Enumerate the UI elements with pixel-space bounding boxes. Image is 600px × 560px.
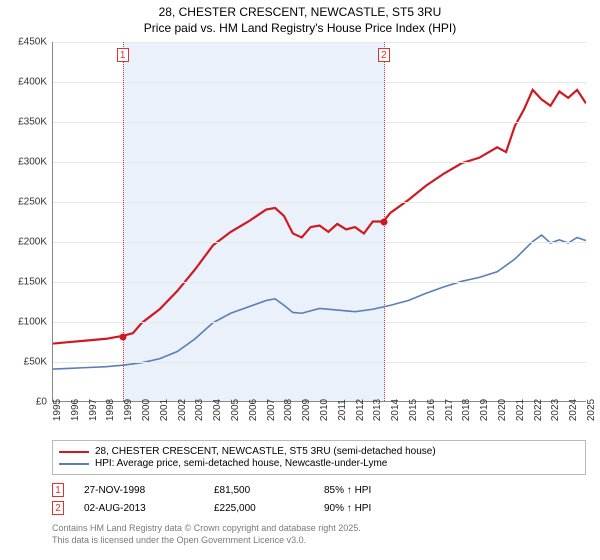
x-tick-label: 2024 <box>568 399 579 421</box>
chart: £0 £50K £100K £150K £200K £250K £300K £350K £400… <box>6 38 594 438</box>
chart-container: 28, CHESTER CRESCENT, NEWCASTLE, ST5 3RU… <box>0 0 600 560</box>
y-tick-label: £50K <box>24 357 47 368</box>
x-tick-label: 1995 <box>52 399 63 421</box>
x-tick-label: 1997 <box>88 399 99 421</box>
x-tick-label: 2021 <box>515 399 526 421</box>
event-vs-hpi: 90% ↑ HPI <box>324 503 371 514</box>
legend: 28, CHESTER CRESCENT, NEWCASTLE, ST5 3RU… <box>52 440 586 475</box>
x-tick-label: 2022 <box>533 399 544 421</box>
x-tick-label: 2012 <box>355 399 366 421</box>
x-tick-label: 2017 <box>444 399 455 421</box>
gridline <box>53 162 586 163</box>
y-tick-label: £200K <box>18 237 47 248</box>
y-tick-label: £300K <box>18 157 47 168</box>
x-tick-label: 2000 <box>141 399 152 421</box>
y-tick-label: £350K <box>18 117 47 128</box>
footer-line2: This data is licensed under the Open Gov… <box>52 535 594 546</box>
event-date: 02-AUG-2013 <box>84 503 194 514</box>
event-marker: 1 <box>117 48 129 62</box>
legend-row: 28, CHESTER CRESCENT, NEWCASTLE, ST5 3RU… <box>59 446 579 457</box>
gridline <box>53 242 586 243</box>
x-tick-label: 2014 <box>390 399 401 421</box>
event-badge: 1 <box>52 483 64 497</box>
x-tick-label: 2020 <box>497 399 508 421</box>
title-line1: 28, CHESTER CRESCENT, NEWCASTLE, ST5 3RU <box>6 4 594 20</box>
gridline <box>53 42 586 43</box>
event-dot <box>119 334 126 341</box>
event-dot <box>380 219 387 226</box>
x-tick-label: 2008 <box>283 399 294 421</box>
x-tick-label: 2001 <box>159 399 170 421</box>
event-vs-hpi: 85% ↑ HPI <box>324 485 371 496</box>
event-marker: 2 <box>378 48 390 62</box>
event-price: £81,500 <box>214 485 304 496</box>
title-line2: Price paid vs. HM Land Registry's House … <box>6 20 594 36</box>
legend-row: HPI: Average price, semi-detached house,… <box>59 458 579 469</box>
y-tick-label: £0 <box>36 397 47 408</box>
y-axis: £0£50K£100K£150K£200K£250K£300K£350K£400… <box>6 42 50 402</box>
events-table: 1 27-NOV-1998 £81,500 85% ↑ HPI 2 02-AUG-2013… <box>52 481 586 517</box>
series-hpi <box>53 235 586 369</box>
x-tick-label: 1999 <box>123 399 134 421</box>
x-tick-label: 1998 <box>105 399 116 421</box>
x-tick-label: 2013 <box>372 399 383 421</box>
footer: Contains HM Land Registry data © Crown c… <box>52 523 594 546</box>
legend-swatch <box>59 451 89 453</box>
event-date: 27-NOV-1998 <box>84 485 194 496</box>
title-block: 28, CHESTER CRESCENT, NEWCASTLE, ST5 3RU… <box>6 4 594 36</box>
band-edge <box>123 42 124 401</box>
x-tick-label: 2009 <box>301 399 312 421</box>
gridline <box>53 282 586 283</box>
x-tick-label: 2006 <box>248 399 259 421</box>
event-price: £225,000 <box>214 503 304 514</box>
x-tick-label: 2011 <box>337 400 348 422</box>
y-tick-label: £450K <box>18 37 47 48</box>
gridline <box>53 322 586 323</box>
x-tick-label: 2025 <box>586 399 597 421</box>
x-tick-label: 2005 <box>230 399 241 421</box>
y-tick-label: £150K <box>18 277 47 288</box>
plot-area: 12 <box>52 42 586 402</box>
x-tick-label: 2018 <box>461 399 472 421</box>
x-tick-label: 2004 <box>212 399 223 421</box>
x-tick-label: 2016 <box>426 399 437 421</box>
x-tick-label: 2002 <box>177 399 188 421</box>
legend-swatch <box>59 463 89 465</box>
series-svg <box>53 42 586 401</box>
series-price_paid <box>53 90 586 344</box>
y-tick-label: £250K <box>18 197 47 208</box>
y-tick-label: £100K <box>18 317 47 328</box>
event-badge: 2 <box>52 501 64 515</box>
x-tick-label: 2019 <box>479 399 490 421</box>
x-tick-label: 2010 <box>319 399 330 421</box>
x-tick-label: 2023 <box>550 399 561 421</box>
gridline <box>53 122 586 123</box>
legend-label: HPI: Average price, semi-detached house,… <box>95 458 387 469</box>
y-tick-label: £400K <box>18 77 47 88</box>
footer-line1: Contains HM Land Registry data © Crown c… <box>52 523 594 534</box>
x-axis: 1995199619971998199920002001200220032004… <box>52 404 586 438</box>
x-tick-label: 2007 <box>266 399 277 421</box>
x-tick-label: 2003 <box>194 399 205 421</box>
x-tick-label: 2015 <box>408 399 419 421</box>
legend-label: 28, CHESTER CRESCENT, NEWCASTLE, ST5 3RU… <box>95 446 436 457</box>
gridline <box>53 202 586 203</box>
event-row: 2 02-AUG-2013 £225,000 90% ↑ HPI <box>52 499 586 517</box>
gridline <box>53 82 586 83</box>
x-tick-label: 1996 <box>70 399 81 421</box>
gridline <box>53 362 586 363</box>
event-row: 1 27-NOV-1998 £81,500 85% ↑ HPI <box>52 481 586 499</box>
